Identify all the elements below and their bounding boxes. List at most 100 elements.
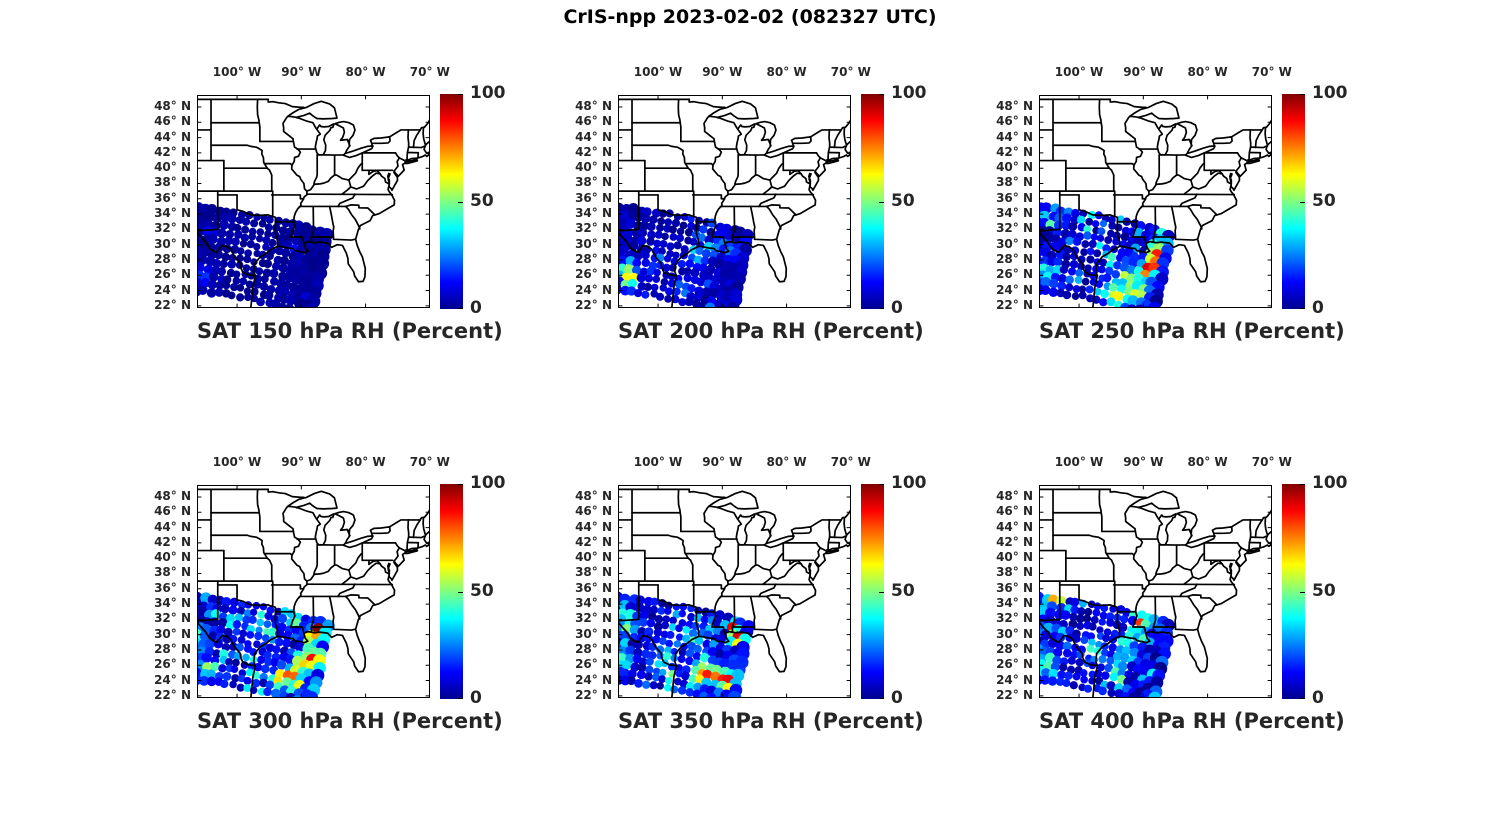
colorbar-tick [879,484,884,485]
colorbar-tick [458,698,463,699]
lat-tick-label: 44° N [996,519,1033,534]
lat-tick-label: 40° N [996,160,1033,175]
lat-tick-label: 48° N [575,99,612,113]
colorbar-tick [458,308,463,309]
lat-tick-label: 34° N [575,596,612,611]
lat-tick-label: 42° N [996,534,1033,549]
lon-tick-label: 70° W [830,65,871,79]
lat-tick-label: 40° N [575,550,612,565]
lat-tick-label: 46° N [996,504,1033,519]
lon-tick-label: 70° W [1251,65,1292,79]
lon-tick-label: 100° W [212,455,262,469]
colorbar-tick [879,201,884,203]
colorbar-tick-label: 100 [1312,473,1348,493]
lat-tick-label: 38° N [154,175,191,190]
panel-title: SAT 350 hPa RH (Percent) [618,709,924,733]
lat-tick-label: 36° N [154,580,191,595]
lon-tick-label: 80° W [345,455,386,469]
colorbar-tick [1300,698,1305,699]
lat-tick-label: 36° N [996,190,1033,205]
colorbar-tick [458,591,463,593]
lat-tick-label: 48° N [996,489,1033,503]
lat-tick-label: 26° N [575,657,612,672]
colorbar-tick-label: 0 [891,688,903,708]
lat-tick-label: 32° N [154,221,191,236]
colorbar-tick-label: 100 [1312,83,1348,103]
lat-tick-label: 30° N [154,626,191,641]
lat-tick-label: 22° N [575,687,612,702]
lon-tick-label: 70° W [409,65,450,79]
lat-tick-label: 26° N [575,267,612,282]
lon-tick-label: 100° W [633,65,683,79]
lat-tick-label: 24° N [154,282,191,297]
lat-tick-label: 32° N [575,221,612,236]
panel: 100° W 90° W 80° W 70° W 48° N 46° N 44° N 42°… [556,53,938,357]
colorbar-tick-label: 0 [1312,298,1324,318]
lon-tick-label: 90° W [702,65,743,79]
colorbar-gradient [440,94,463,309]
lat-tick-label: 28° N [154,251,191,266]
colorbar-tick [879,698,884,699]
colorbar-gradient [861,94,884,309]
lat-tick-label: 42° N [996,144,1033,159]
lat-tick-label: 24° N [575,282,612,297]
lon-tick-label: 70° W [1251,455,1292,469]
colorbar-tick-label: 100 [470,473,506,493]
colorbar-tick-label: 50 [470,190,494,211]
lat-tick-label: 40° N [154,550,191,565]
lat-tick-label: 34° N [154,206,191,221]
lon-tick-label: 80° W [1187,455,1228,469]
lat-tick-label: 22° N [996,297,1033,312]
lat-tick-label: 26° N [154,657,191,672]
lon-tick-label: 70° W [409,455,450,469]
map-canvas [197,95,430,308]
panel-title: SAT 200 hPa RH (Percent) [618,319,924,343]
lat-tick-label: 48° N [575,489,612,503]
lat-tick-label: 32° N [996,221,1033,236]
colorbar-tick-label: 50 [1312,190,1336,211]
lat-tick-label: 34° N [996,596,1033,611]
lat-tick-label: 28° N [154,641,191,656]
panel: 100° W 90° W 80° W 70° W 48° N 46° N 44° N 42°… [977,443,1359,747]
colorbar-tick [879,308,884,309]
colorbar-tick-label: 100 [891,473,927,493]
panel-title: SAT 300 hPa RH (Percent) [197,709,503,733]
colorbar-tick-label: 0 [470,298,482,318]
lat-tick-label: 44° N [575,129,612,144]
lat-tick-label: 36° N [575,190,612,205]
figure-title: CrIS-npp 2023-02-02 (082327 UTC) [563,6,937,28]
map-canvas [1039,95,1272,308]
lat-tick-label: 34° N [996,206,1033,221]
lat-tick-label: 22° N [154,687,191,702]
lon-tick-label: 100° W [1054,455,1104,469]
lat-tick-label: 26° N [154,267,191,282]
colorbar-tick-label: 50 [470,580,494,601]
lat-tick-label: 30° N [996,236,1033,251]
lat-tick-label: 46° N [154,504,191,519]
panel: 100° W 90° W 80° W 70° W 48° N 46° N 44° N 42°… [135,443,517,747]
lat-tick-label: 46° N [575,504,612,519]
lat-tick-label: 42° N [154,534,191,549]
panel: 100° W 90° W 80° W 70° W 48° N 46° N 44° N 42°… [977,53,1359,357]
panel: 100° W 90° W 80° W 70° W 48° N 46° N 44° N 42°… [135,53,517,357]
lat-tick-label: 22° N [996,687,1033,702]
colorbar-tick-label: 0 [1312,688,1324,708]
lat-tick-label: 40° N [575,160,612,175]
lat-tick-label: 46° N [996,114,1033,129]
lat-tick-label: 40° N [996,550,1033,565]
colorbar-tick-label: 50 [1312,580,1336,601]
lat-tick-label: 30° N [575,236,612,251]
colorbar-tick [879,591,884,593]
lat-tick-label: 44° N [154,519,191,534]
colorbar-tick-label: 50 [891,190,915,211]
lon-tick-label: 70° W [830,455,871,469]
lon-tick-label: 80° W [345,65,386,79]
lat-tick-label: 46° N [154,114,191,129]
lat-tick-label: 42° N [575,534,612,549]
panel-title: SAT 400 hPa RH (Percent) [1039,709,1345,733]
lat-tick-label: 30° N [575,626,612,641]
colorbar-tick-label: 100 [470,83,506,103]
lat-tick-label: 42° N [575,144,612,159]
colorbar-tick [458,201,463,203]
lat-tick-label: 38° N [996,565,1033,580]
